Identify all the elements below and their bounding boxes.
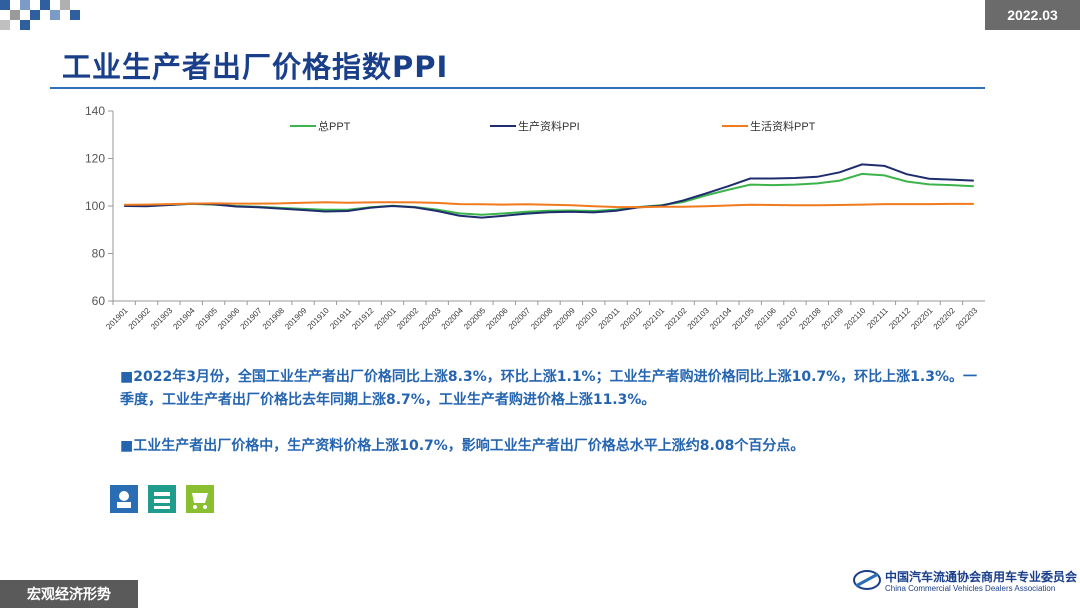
x-tick-label: 202102 [663, 306, 689, 332]
x-tick-label: 202110 [843, 306, 868, 331]
y-tick-label: 100 [85, 199, 105, 213]
x-tick-label: 202202 [932, 306, 958, 332]
x-tick-label: 201910 [306, 306, 332, 332]
x-tick-label: 201907 [239, 306, 265, 332]
x-tick-label: 202001 [373, 306, 399, 332]
x-tick-label: 202203 [954, 306, 980, 332]
x-tick-label: 202103 [686, 306, 712, 332]
x-tick-label: 202007 [507, 306, 533, 332]
x-tick-label: 201904 [171, 306, 197, 332]
paragraph: ■工业生产者出厂价格中，生产资料价格上涨10.7%，影响工业生产者出厂价格总水平… [120, 438, 805, 454]
x-tick-label: 201906 [216, 306, 242, 332]
x-tick-label: 201912 [350, 306, 376, 332]
x-tick-label: 202104 [708, 306, 734, 332]
date-badge: 2022.03 [985, 0, 1080, 30]
legend-label: 生产资料PPI [518, 119, 580, 133]
x-tick-label: 202004 [440, 306, 466, 332]
x-tick-label: 202002 [395, 306, 421, 332]
x-tick-label: 202010 [574, 306, 600, 332]
series-line [124, 201, 974, 209]
x-tick-label: 202105 [730, 306, 756, 332]
footer-label: 宏观经济形势 [0, 580, 138, 608]
x-tick-label: 201902 [127, 306, 153, 332]
x-tick-label: 202003 [417, 306, 443, 332]
x-tick-label: 202112 [887, 306, 912, 331]
x-tick-label: 202107 [775, 306, 801, 332]
x-tick-label: 202106 [753, 306, 779, 332]
legend-label: 生活资料PPT [750, 119, 816, 133]
logo-mark [853, 570, 881, 590]
x-tick-label: 202009 [552, 306, 578, 332]
icons [110, 485, 214, 513]
y-tick-label: 140 [85, 104, 105, 118]
x-tick-label: 202012 [619, 306, 645, 332]
logo-cn: 中国汽车流通协会商用车专业委员会 [885, 570, 1078, 584]
x-tick-label: 202005 [462, 306, 488, 332]
x-tick-label: 202109 [820, 306, 846, 332]
x-tick-label: 202006 [484, 306, 510, 332]
corner-decoration [0, 0, 80, 30]
x-tick-label: 201911 [328, 306, 353, 331]
series-line [124, 163, 974, 219]
y-tick-label: 80 [92, 247, 106, 261]
x-tick-label: 201909 [283, 306, 309, 332]
legend-label: 总PPT [318, 119, 351, 133]
title-rule [50, 87, 985, 89]
x-tick-label: 201903 [149, 306, 175, 332]
chart: 6080100120140201901201902201903201904201… [85, 104, 985, 332]
x-tick-label: 202011 [597, 306, 622, 331]
x-tick-label: 201908 [261, 306, 287, 332]
x-tick-label: 202201 [909, 306, 935, 332]
logo-en: China Commercial Vehicles Dealers Associ… [885, 584, 1056, 593]
x-tick-label: 201905 [194, 306, 220, 332]
y-tick-label: 120 [85, 152, 105, 166]
slide-title: 工业生产者出厂价格指数PPI [62, 50, 449, 84]
series-line [124, 172, 974, 216]
x-tick-label: 202101 [641, 306, 667, 332]
x-tick-label: 202108 [797, 306, 823, 332]
x-tick-label: 202008 [529, 306, 555, 332]
x-tick-label: 201901 [104, 306, 130, 332]
x-tick-label: 202111 [865, 306, 890, 331]
y-tick-label: 60 [92, 294, 106, 308]
paragraph: ■2022年3月份，全国工业生产者出厂价格同比上涨8.3%，环比上涨1.1%；工… [120, 369, 977, 408]
